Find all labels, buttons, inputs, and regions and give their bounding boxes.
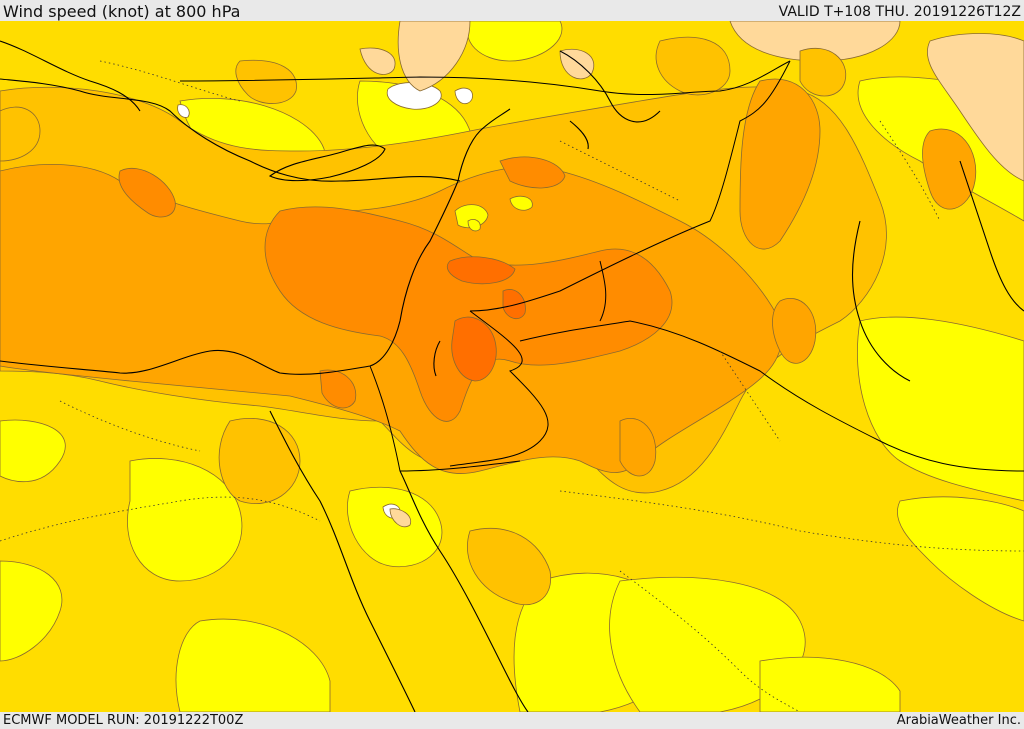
coastlines bbox=[0, 40, 1024, 712]
low-speed-regions bbox=[0, 21, 1024, 712]
model-run: ECMWF MODEL RUN: 20191222T00Z bbox=[3, 713, 244, 728]
peak-speed-region bbox=[446, 256, 526, 382]
map-title: Wind speed (knot) at 800 hPa bbox=[3, 2, 241, 21]
credit: ArabiaWeather Inc. bbox=[896, 713, 1021, 728]
stronger-speed-region bbox=[118, 156, 673, 422]
local-calm-swirl bbox=[454, 195, 533, 232]
weather-map bbox=[0, 21, 1024, 712]
tan-patches bbox=[359, 21, 1024, 528]
header-bar: Wind speed (knot) at 800 hPa VALID T+108… bbox=[0, 0, 1024, 21]
footer-bar: ECMWF MODEL RUN: 20191222T00Z ArabiaWeat… bbox=[0, 712, 1024, 729]
admin-lines bbox=[0, 60, 1024, 712]
valid-time: VALID T+108 THU. 20191226T12Z bbox=[778, 4, 1021, 20]
political-borders bbox=[179, 60, 1024, 472]
